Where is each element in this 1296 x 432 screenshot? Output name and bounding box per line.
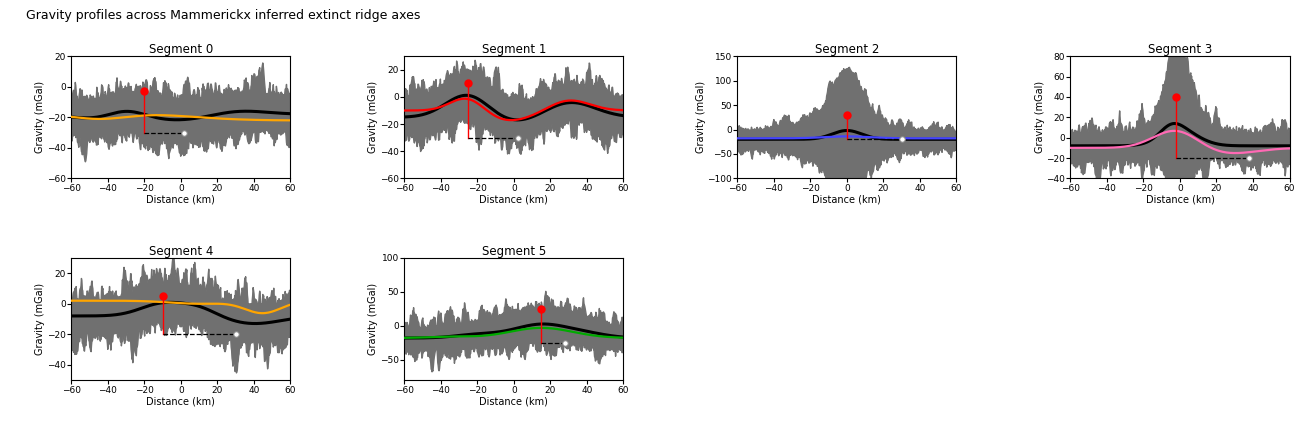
Text: Gravity profiles across Mammerickx inferred extinct ridge axes: Gravity profiles across Mammerickx infer…: [26, 9, 420, 22]
Y-axis label: Gravity (mGal): Gravity (mGal): [368, 81, 378, 153]
Y-axis label: Gravity (mGal): Gravity (mGal): [35, 283, 45, 355]
Title: Segment 5: Segment 5: [482, 245, 546, 258]
Title: Segment 1: Segment 1: [482, 43, 546, 56]
X-axis label: Distance (km): Distance (km): [1146, 194, 1214, 204]
X-axis label: Distance (km): Distance (km): [480, 194, 548, 204]
Y-axis label: Gravity (mGal): Gravity (mGal): [1034, 81, 1045, 153]
X-axis label: Distance (km): Distance (km): [480, 396, 548, 406]
Title: Segment 2: Segment 2: [815, 43, 879, 56]
Y-axis label: Gravity (mGal): Gravity (mGal): [35, 81, 45, 153]
X-axis label: Distance (km): Distance (km): [146, 194, 215, 204]
Title: Segment 0: Segment 0: [149, 43, 213, 56]
X-axis label: Distance (km): Distance (km): [813, 194, 881, 204]
Title: Segment 3: Segment 3: [1148, 43, 1212, 56]
Y-axis label: Gravity (mGal): Gravity (mGal): [368, 283, 378, 355]
Title: Segment 4: Segment 4: [149, 245, 213, 258]
Y-axis label: Gravity (mGal): Gravity (mGal): [696, 81, 706, 153]
X-axis label: Distance (km): Distance (km): [146, 396, 215, 406]
